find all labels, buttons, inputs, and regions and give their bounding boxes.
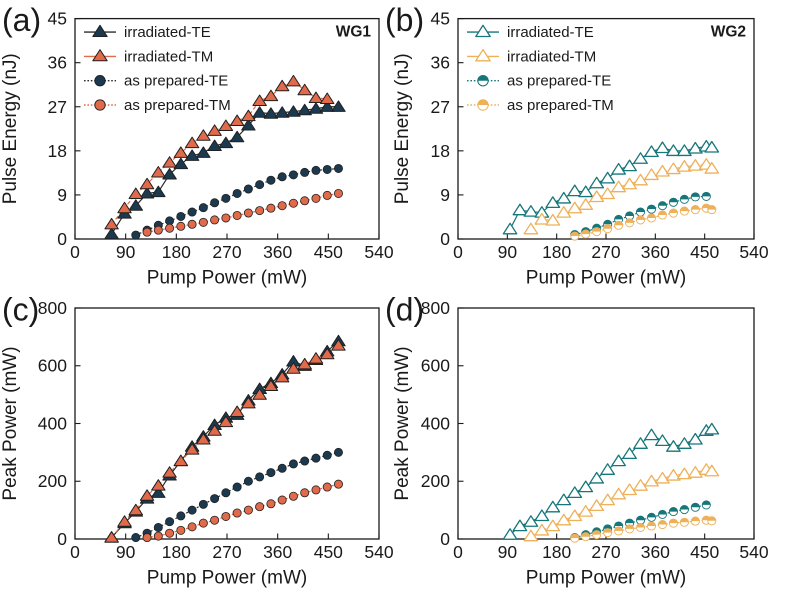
- svg-text:Peak Power (mW): Peak Power (mW): [0, 346, 21, 500]
- svg-text:200: 200: [421, 471, 450, 491]
- svg-text:270: 270: [591, 542, 620, 562]
- svg-text:9: 9: [57, 185, 67, 205]
- svg-text:450: 450: [690, 242, 719, 262]
- svg-text:180: 180: [542, 242, 571, 262]
- svg-text:0: 0: [453, 242, 463, 262]
- svg-text:WG2: WG2: [711, 24, 746, 41]
- svg-text:0: 0: [440, 529, 450, 549]
- svg-text:irradiated-TE: irradiated-TE: [507, 24, 594, 41]
- svg-text:90: 90: [498, 242, 518, 262]
- svg-text:(b): (b): [385, 2, 424, 38]
- svg-text:18: 18: [431, 141, 450, 161]
- svg-text:WG1: WG1: [336, 24, 372, 41]
- svg-text:270: 270: [212, 542, 241, 562]
- svg-text:270: 270: [591, 242, 620, 262]
- svg-text:(d): (d): [385, 291, 424, 327]
- svg-text:0: 0: [453, 542, 463, 562]
- svg-text:Pump Power (mW): Pump Power (mW): [526, 267, 686, 288]
- svg-text:800: 800: [421, 298, 450, 318]
- svg-text:360: 360: [641, 542, 670, 562]
- svg-text:540: 540: [739, 242, 768, 262]
- svg-text:400: 400: [38, 414, 67, 434]
- svg-text:540: 540: [364, 242, 393, 262]
- svg-text:90: 90: [498, 542, 518, 562]
- svg-text:450: 450: [314, 542, 343, 562]
- svg-text:Pulse Energy (nJ): Pulse Energy (nJ): [392, 53, 413, 204]
- svg-text:0: 0: [57, 229, 67, 249]
- svg-text:600: 600: [421, 356, 450, 376]
- svg-text:360: 360: [263, 242, 292, 262]
- svg-text:0: 0: [70, 242, 80, 262]
- svg-text:180: 180: [542, 542, 571, 562]
- svg-text:180: 180: [162, 242, 191, 262]
- svg-text:0: 0: [57, 529, 67, 549]
- svg-text:irradiated-TE: irradiated-TE: [124, 24, 211, 41]
- svg-text:0: 0: [70, 542, 80, 562]
- svg-text:270: 270: [212, 242, 241, 262]
- svg-text:Pump Power (mW): Pump Power (mW): [147, 267, 307, 288]
- svg-text:27: 27: [48, 97, 67, 117]
- svg-text:irradiated-TM: irradiated-TM: [507, 48, 596, 65]
- svg-text:800: 800: [38, 298, 67, 318]
- svg-text:450: 450: [690, 542, 719, 562]
- svg-text:400: 400: [421, 414, 450, 434]
- svg-text:450: 450: [314, 242, 343, 262]
- svg-text:Pump Power (mW): Pump Power (mW): [147, 567, 307, 588]
- svg-text:0: 0: [440, 229, 450, 249]
- svg-text:as prepared-TM: as prepared-TM: [507, 97, 614, 114]
- svg-text:Pulse Energy (nJ): Pulse Energy (nJ): [0, 53, 21, 204]
- svg-text:36: 36: [48, 53, 67, 73]
- svg-text:as prepared-TE: as prepared-TE: [124, 73, 228, 90]
- svg-text:9: 9: [440, 185, 450, 205]
- svg-text:(a): (a): [2, 2, 41, 38]
- svg-text:irradiated-TM: irradiated-TM: [124, 48, 213, 65]
- svg-text:600: 600: [38, 356, 67, 376]
- svg-text:Pump Power (mW): Pump Power (mW): [526, 567, 686, 588]
- svg-text:(c): (c): [2, 291, 39, 327]
- svg-text:45: 45: [431, 9, 450, 29]
- svg-text:540: 540: [739, 542, 768, 562]
- svg-text:360: 360: [641, 242, 670, 262]
- svg-text:90: 90: [116, 242, 136, 262]
- svg-text:180: 180: [162, 542, 191, 562]
- svg-text:18: 18: [48, 141, 67, 161]
- svg-text:540: 540: [364, 542, 393, 562]
- svg-text:as prepared-TM: as prepared-TM: [124, 97, 231, 114]
- svg-text:Peak Power (mW): Peak Power (mW): [392, 346, 413, 500]
- svg-text:45: 45: [48, 9, 67, 29]
- svg-text:360: 360: [263, 542, 292, 562]
- svg-text:36: 36: [431, 53, 450, 73]
- svg-text:27: 27: [431, 97, 450, 117]
- svg-text:as prepared-TE: as prepared-TE: [507, 73, 611, 90]
- svg-text:90: 90: [116, 542, 136, 562]
- svg-text:200: 200: [38, 471, 67, 491]
